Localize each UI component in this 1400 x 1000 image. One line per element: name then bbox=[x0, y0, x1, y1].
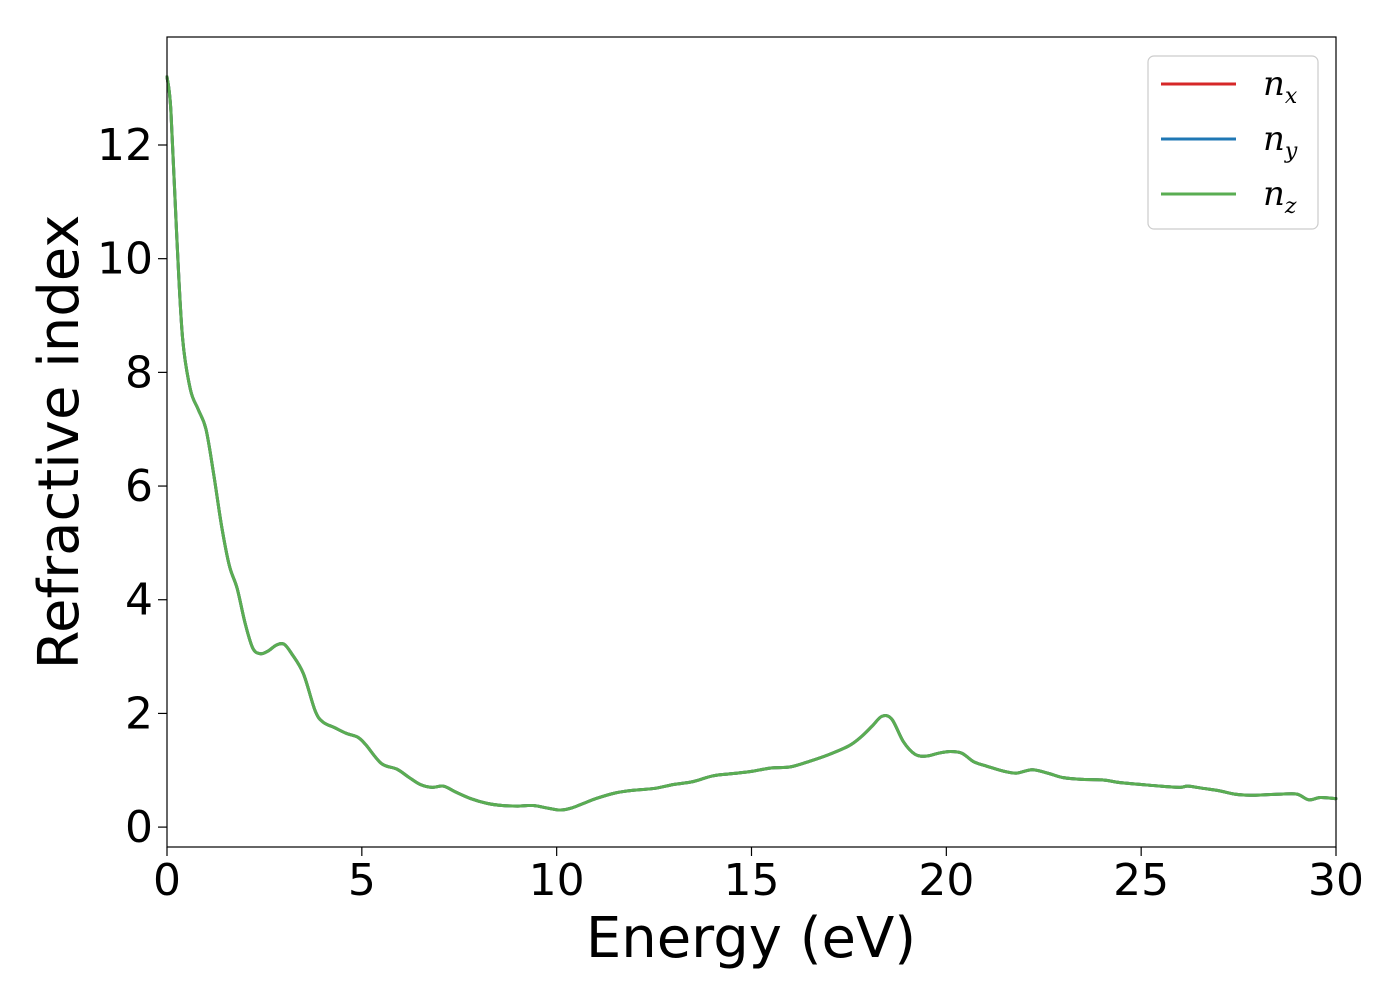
legend-box bbox=[1147, 55, 1319, 230]
x-tick-label: 5 bbox=[348, 855, 376, 906]
series-line-nz bbox=[165, 75, 1338, 812]
y-tick-label: 6 bbox=[125, 461, 153, 512]
legend-label-ny: ny bbox=[1263, 119, 1298, 164]
x-tick-label: 15 bbox=[724, 855, 780, 906]
y-tick-label: 0 bbox=[125, 802, 153, 853]
legend: nx ny nz bbox=[1147, 55, 1319, 230]
y-tick-label: 10 bbox=[97, 234, 153, 285]
y-axis-title: Refractive index bbox=[27, 215, 92, 670]
y-tick-label: 2 bbox=[125, 688, 153, 739]
y-tick-label: 8 bbox=[125, 347, 153, 398]
x-tick-label: 10 bbox=[529, 855, 585, 906]
series-lines bbox=[165, 75, 1338, 812]
legend-label-nz: nz bbox=[1263, 174, 1297, 219]
x-tick-label: 0 bbox=[153, 855, 181, 906]
y-tick-label: 12 bbox=[97, 120, 153, 171]
x-tick-label: 25 bbox=[1113, 855, 1169, 906]
x-tick-label: 30 bbox=[1308, 855, 1364, 906]
legend-label-nx: nx bbox=[1263, 64, 1298, 109]
x-tick-label: 20 bbox=[918, 855, 974, 906]
y-axis: 0 2 4 6 8 10 12 bbox=[97, 120, 167, 853]
x-axis: 0 5 10 15 20 25 30 bbox=[153, 847, 1364, 906]
y-tick-label: 4 bbox=[125, 575, 153, 626]
x-axis-title: Energy (eV) bbox=[586, 906, 916, 971]
